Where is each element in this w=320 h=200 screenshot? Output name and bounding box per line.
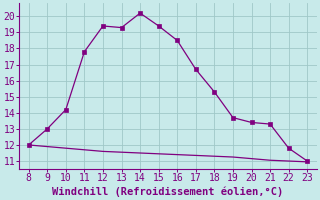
X-axis label: Windchill (Refroidissement éolien,°C): Windchill (Refroidissement éolien,°C) — [52, 186, 284, 197]
